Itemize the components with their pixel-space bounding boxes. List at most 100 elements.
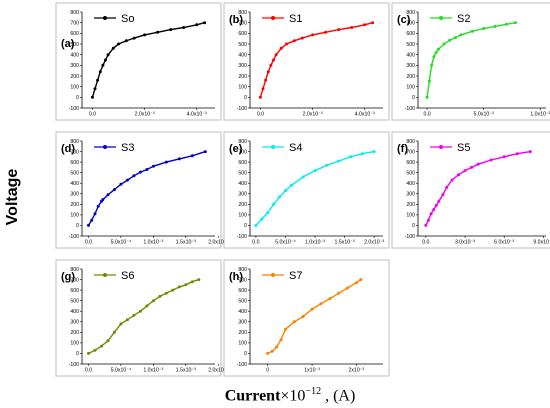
- y-tick-label: 500: [70, 298, 79, 304]
- x-tick-label: 1x10⁻³: [304, 368, 320, 374]
- panel-g: -100 0 100 200 300 400 500 600 700 800 0.0 5.0x10⁻⁴…: [55, 259, 229, 377]
- data-point: [292, 320, 296, 324]
- y-tick-label: 600: [238, 288, 247, 294]
- x-tick-label: 0.0: [89, 112, 96, 118]
- panel-h: -100 0 100 200 300 400 500 600 700 800 0 1x10⁻³ 2x10…: [223, 259, 390, 377]
- x-tick-label: 1.5x10⁻³: [176, 368, 196, 374]
- data-point: [289, 183, 293, 187]
- data-point: [106, 339, 110, 343]
- x-tick-label: 1.5x10⁻³: [335, 240, 355, 246]
- data-point: [96, 204, 100, 208]
- data-point: [274, 53, 278, 57]
- y-tick-label: -100: [405, 106, 415, 112]
- panel-frame: [223, 131, 390, 249]
- x-axis-title-multiplier: ×10: [280, 387, 306, 405]
- y-tick-label: 400: [70, 52, 79, 58]
- data-point: [275, 345, 279, 349]
- data-point: [90, 95, 94, 99]
- y-tick-label: 800: [238, 267, 247, 273]
- data-point: [111, 46, 115, 50]
- data-point: [101, 63, 105, 67]
- x-tick-label: 5.0x10⁻⁴: [111, 240, 132, 246]
- data-point: [432, 208, 436, 212]
- data-point: [354, 281, 358, 285]
- y-tick-label: 400: [406, 52, 415, 58]
- panel-d: -100 0 100 200 300 400 500 600 700 800 0.0 5.0x10⁻⁴…: [55, 131, 229, 249]
- y-tick-label: 500: [406, 42, 415, 48]
- y-tick-label: 400: [238, 181, 247, 187]
- data-point: [272, 58, 275, 62]
- y-tick-label: 500: [406, 170, 415, 176]
- data-point: [482, 27, 486, 30]
- y-tick-label: 200: [238, 330, 247, 336]
- data-point: [448, 38, 452, 42]
- data-point: [279, 338, 283, 342]
- data-point: [310, 307, 314, 311]
- data-point: [457, 173, 460, 177]
- legend-label: S6: [121, 270, 134, 282]
- legend-label: So: [121, 13, 134, 25]
- data-point: [260, 217, 264, 221]
- legend-swatch-marker: [271, 145, 275, 149]
- y-tick-label: 600: [238, 160, 247, 166]
- data-point: [132, 174, 136, 178]
- panel-letter: (h): [229, 271, 243, 283]
- data-point: [434, 51, 438, 54]
- panel-b: -100 0 100 200 300 400 500 600 700 800 0.0 2.0x10⁻³…: [223, 2, 390, 121]
- data-point: [424, 223, 428, 227]
- y-tick-label: 200: [70, 202, 79, 208]
- data-point: [171, 288, 175, 292]
- data-point: [325, 163, 329, 167]
- data-point: [430, 63, 434, 67]
- panel-frame: [223, 259, 390, 377]
- data-point: [151, 164, 155, 168]
- panel-e: -100 0 100 200 300 400 500 600 700 800 0.0 5.0x10⁻⁴…: [223, 131, 390, 249]
- data-point: [429, 212, 433, 216]
- data-point: [489, 158, 493, 162]
- data-point: [372, 150, 376, 154]
- y-tick-label: -100: [69, 234, 79, 240]
- data-point: [470, 165, 474, 169]
- data-point: [87, 223, 90, 227]
- data-point: [264, 78, 268, 82]
- y-tick-label: 200: [406, 74, 415, 80]
- y-tick-label: 200: [70, 330, 79, 336]
- data-point: [254, 223, 258, 227]
- data-point: [169, 28, 173, 32]
- data-point: [93, 348, 97, 352]
- data-point: [504, 22, 508, 26]
- data-point: [164, 291, 168, 295]
- data-point: [182, 26, 186, 29]
- data-point: [470, 29, 474, 33]
- legend-label: S1: [289, 13, 302, 25]
- data-point: [513, 21, 517, 25]
- y-tick-label: 800: [406, 139, 415, 145]
- data-point: [425, 95, 429, 99]
- y-tick-label: -100: [405, 234, 415, 240]
- data-point: [138, 309, 142, 313]
- y-tick-label: -100: [237, 234, 247, 240]
- y-tick-label: 200: [70, 74, 79, 80]
- data-point: [459, 33, 463, 37]
- y-tick-label: -100: [69, 362, 79, 368]
- y-tick-label: 100: [406, 213, 415, 219]
- legend-label: S3: [121, 142, 134, 154]
- data-point: [493, 24, 497, 28]
- data-point: [463, 169, 467, 173]
- y-tick-label: 0: [412, 223, 415, 229]
- y-tick-label: 0: [244, 95, 247, 101]
- data-point: [337, 28, 341, 32]
- data-point: [272, 202, 276, 206]
- y-tick-label: 0: [76, 223, 79, 229]
- y-tick-label: 0: [76, 95, 79, 101]
- panel-letter: (b): [229, 14, 243, 26]
- data-point: [93, 87, 97, 91]
- y-tick-label: 400: [406, 181, 415, 187]
- data-point: [528, 150, 532, 154]
- y-tick-label: 300: [406, 192, 415, 198]
- y-tick-label: 600: [238, 31, 247, 37]
- data-point: [143, 33, 147, 37]
- data-point: [300, 36, 304, 40]
- legend-swatch-marker: [103, 16, 107, 20]
- data-point: [266, 351, 270, 355]
